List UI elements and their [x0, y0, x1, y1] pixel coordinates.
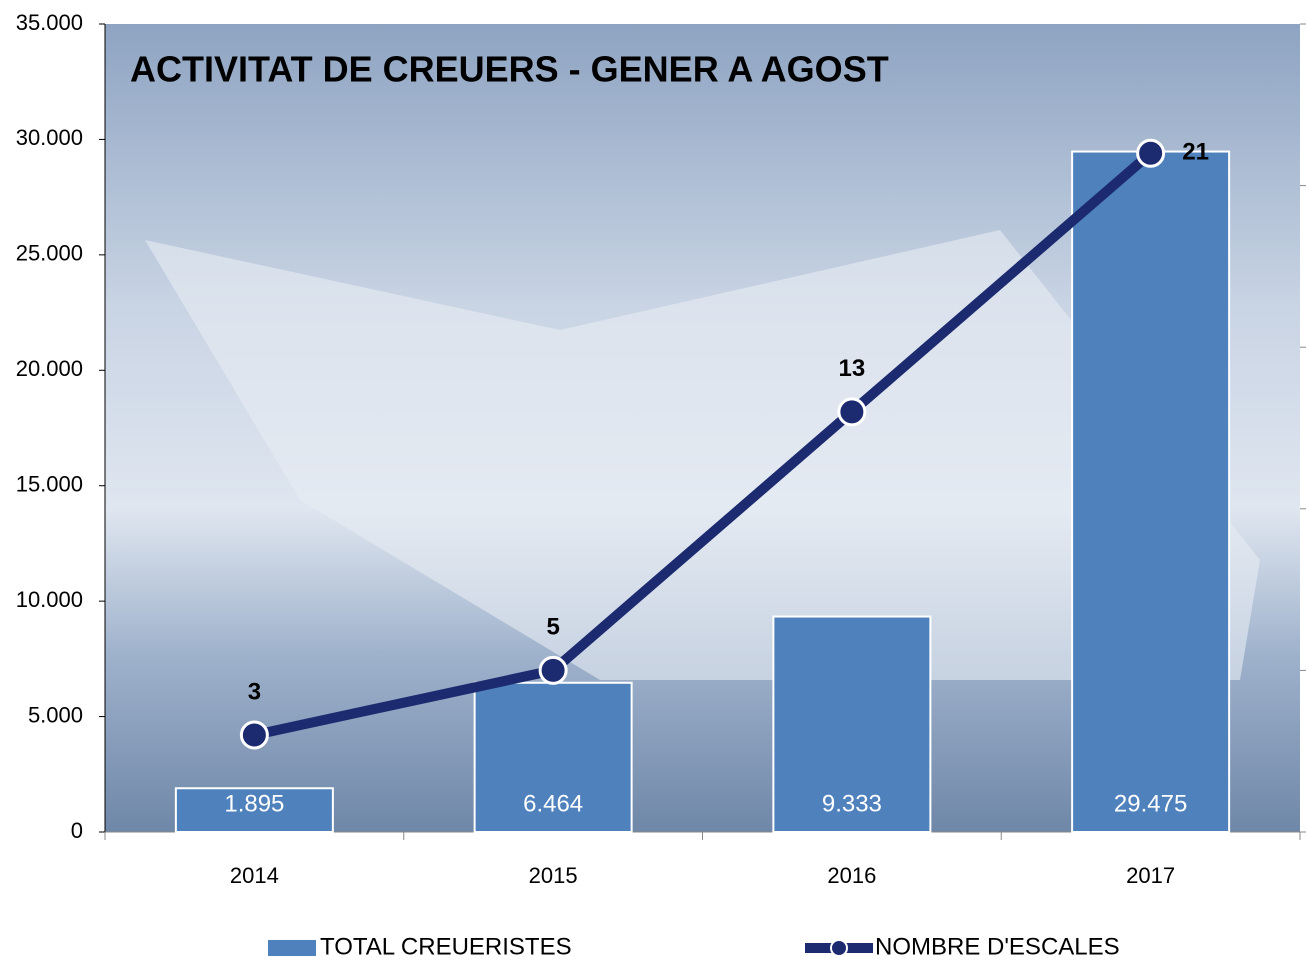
y-tick-label: 5.000 — [28, 702, 83, 727]
x-tick-label: 2014 — [230, 863, 279, 888]
y-tick-label: 20.000 — [16, 356, 83, 381]
y-tick-label: 35.000 — [16, 10, 83, 35]
bar-label: 9.333 — [822, 790, 882, 817]
legend-swatch — [268, 940, 316, 956]
line-marker — [837, 397, 867, 427]
legend-swatch-marker — [830, 939, 848, 957]
y-tick-label: 0 — [71, 818, 83, 843]
line-label: 21 — [1182, 139, 1209, 166]
line-label: 13 — [839, 355, 866, 382]
bar-label: 1.895 — [224, 790, 284, 817]
y-tick-label: 10.000 — [16, 587, 83, 612]
x-tick-label: 2016 — [827, 863, 876, 888]
chart-title: ACTIVITAT DE CREUERS - GENER A AGOST — [130, 49, 889, 90]
y-tick-label: 15.000 — [16, 472, 83, 497]
ship-shape — [145, 230, 1260, 680]
line-marker — [1136, 138, 1166, 168]
line-marker — [538, 655, 568, 685]
line-marker — [239, 720, 269, 750]
y-tick-label: 30.000 — [16, 125, 83, 150]
bar-label: 29.475 — [1114, 790, 1187, 817]
y-tick-label: 25.000 — [16, 241, 83, 266]
bar — [772, 615, 932, 833]
x-tick-label: 2017 — [1126, 863, 1175, 888]
legend-label: TOTAL CREUERISTES — [320, 933, 572, 960]
line-label: 5 — [546, 614, 559, 641]
line — [253, 149, 1154, 740]
legend-label: NOMBRE D'ESCALES — [875, 933, 1120, 960]
bar — [473, 681, 633, 833]
line-label: 3 — [248, 678, 261, 705]
bar-label: 6.464 — [523, 790, 583, 817]
bar — [1071, 150, 1231, 833]
bar — [174, 787, 334, 833]
x-tick-label: 2015 — [529, 863, 578, 888]
